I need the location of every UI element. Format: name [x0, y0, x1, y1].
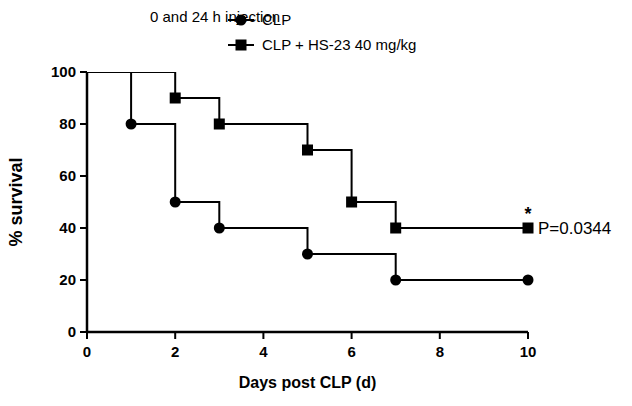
x-tick-label: 8 — [436, 343, 444, 360]
legend-marker — [236, 40, 247, 51]
y-tick — [80, 279, 87, 281]
y-tick-label: 100 — [51, 63, 76, 80]
x-axis — [87, 331, 528, 334]
y-tick-label: 20 — [59, 271, 76, 288]
x-tick-label: 4 — [259, 343, 268, 360]
marker — [302, 249, 313, 260]
x-tick-label: 2 — [171, 343, 179, 360]
marker — [390, 223, 401, 234]
y-tick-label: 0 — [68, 323, 76, 340]
survival-line — [87, 72, 528, 280]
y-tick — [80, 71, 87, 73]
marker — [214, 223, 225, 234]
annotation: P=0.0344 — [538, 219, 611, 238]
marker — [170, 93, 181, 104]
marker — [523, 223, 534, 234]
legend: CLP CLP + HS-23 40 mg/kg — [228, 11, 416, 53]
marker — [170, 197, 181, 208]
y-tick-label: 40 — [59, 219, 76, 236]
x-tick-label: 6 — [347, 343, 355, 360]
survival-line — [87, 72, 528, 228]
legend-label: CLP — [262, 11, 291, 28]
y-tick — [80, 175, 87, 177]
y-tick-label: 60 — [59, 167, 76, 184]
legend-marker — [236, 15, 247, 26]
y-tick — [80, 123, 87, 125]
marker — [214, 119, 225, 130]
y-tick — [80, 227, 87, 229]
marker — [346, 197, 357, 208]
title: 0 and 24 h injection — [150, 8, 280, 25]
marker — [126, 119, 137, 130]
y-tick-label: 80 — [59, 115, 76, 132]
y-axis-label: % survival — [6, 157, 26, 246]
y-tick — [80, 331, 87, 333]
lines — [87, 72, 528, 280]
x-tick — [527, 332, 529, 339]
markers — [126, 93, 534, 286]
chart: 0 and 24 h injection 0 20 40 60 80 100 0 2 4 6 8 10 D… — [0, 0, 632, 406]
y-axis — [86, 72, 89, 332]
x-tick-label: 0 — [83, 343, 91, 360]
x-tick — [262, 332, 264, 339]
x-tick — [439, 332, 441, 339]
marker — [390, 275, 401, 286]
marker — [523, 275, 534, 286]
annotation: * — [524, 204, 531, 224]
x-tick — [174, 332, 176, 339]
x-tick-label: 10 — [520, 343, 537, 360]
legend-label: CLP + HS-23 40 mg/kg — [262, 36, 416, 53]
x-tick — [86, 332, 88, 339]
marker — [302, 145, 313, 156]
x-tick — [351, 332, 353, 339]
x-axis-label: Days post CLP (d) — [239, 374, 377, 391]
